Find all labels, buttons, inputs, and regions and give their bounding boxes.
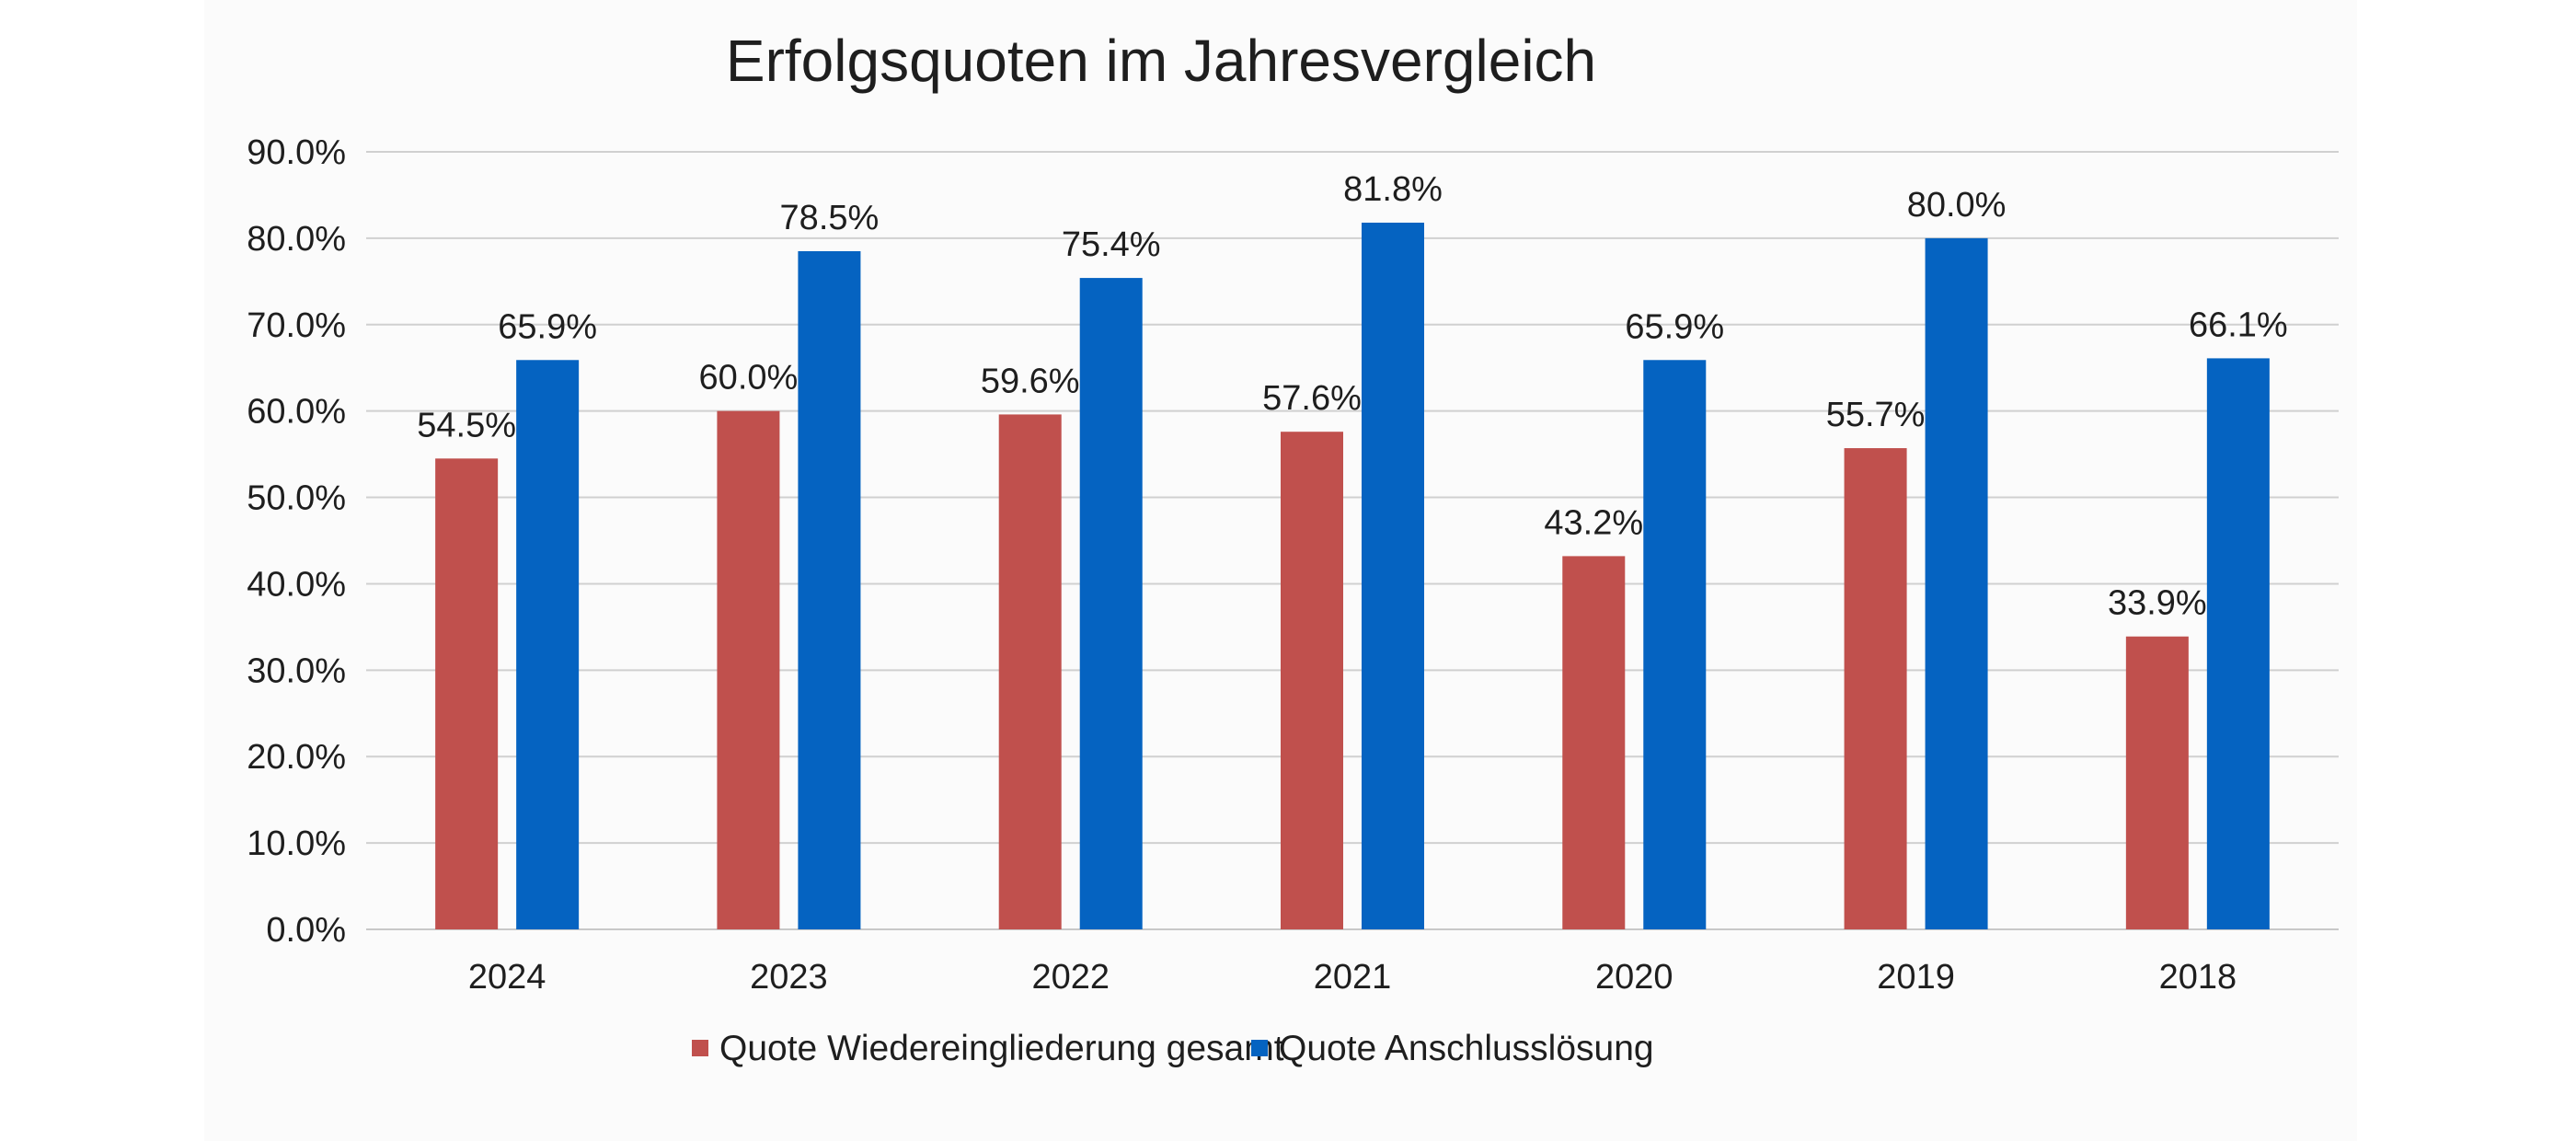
y-tick-label: 0.0% bbox=[266, 911, 346, 950]
data-label: 60.0% bbox=[699, 359, 799, 398]
x-tick-label: 2020 bbox=[1595, 958, 1673, 997]
data-label: 33.9% bbox=[2108, 584, 2207, 623]
x-tick-label: 2022 bbox=[1031, 958, 1110, 997]
data-label: 54.5% bbox=[417, 406, 516, 444]
grid-layer bbox=[366, 151, 2339, 930]
y-tick-label: 90.0% bbox=[247, 133, 346, 172]
y-axis-ticks: 0.0% 10.0% 20.0% 30.0% 40.0% 50.0% 60.0% 70.0% 8… bbox=[247, 133, 346, 950]
y-tick-label: 30.0% bbox=[247, 651, 346, 690]
bar-chart: Erfolgsquoten im Jahresvergleich 0.0% 10.… bbox=[247, 28, 2339, 1068]
data-label: 78.5% bbox=[780, 199, 880, 237]
bar-wiedereingliederung bbox=[1844, 448, 1907, 929]
chart-title: Erfolgsquoten im Jahresvergleich bbox=[726, 28, 1596, 94]
legend-swatch bbox=[1251, 1040, 1268, 1056]
data-label: 59.6% bbox=[981, 362, 1080, 400]
legend-label: Quote Anschlusslösung bbox=[1279, 1029, 1654, 1068]
bar-wiedereingliederung bbox=[435, 458, 499, 929]
y-tick-label: 40.0% bbox=[247, 565, 346, 604]
bar-anschlussloesung bbox=[1362, 222, 1424, 929]
legend-swatch bbox=[692, 1040, 708, 1056]
y-tick-label: 80.0% bbox=[247, 220, 346, 259]
x-axis-ticks: 2024 2023 2022 2021 2020 2019 2018 bbox=[468, 958, 2237, 997]
x-tick-label: 2021 bbox=[1314, 958, 1392, 997]
bar-anschlussloesung bbox=[798, 250, 861, 929]
data-labels: 54.5% 65.9% 60.0% 78.5% 59.6% 75.4% 57.6% 81.8%… bbox=[417, 170, 2287, 623]
bar-anschlussloesung bbox=[1643, 360, 1707, 929]
bar-anschlussloesung bbox=[516, 360, 580, 929]
x-tick-label: 2018 bbox=[2159, 958, 2237, 997]
data-label: 80.0% bbox=[1907, 186, 2007, 225]
bar-wiedereingliederung bbox=[2125, 636, 2189, 929]
bar-anschlussloesung bbox=[1925, 237, 1988, 929]
bar-wiedereingliederung bbox=[998, 414, 1062, 929]
data-label: 65.9% bbox=[1625, 307, 1724, 346]
data-label: 75.4% bbox=[1062, 225, 1161, 264]
data-label: 66.1% bbox=[2189, 305, 2288, 344]
bars bbox=[435, 222, 2270, 930]
y-tick-label: 10.0% bbox=[247, 824, 346, 863]
x-tick-label: 2019 bbox=[1877, 958, 1955, 997]
y-tick-label: 60.0% bbox=[247, 393, 346, 432]
data-label: 65.9% bbox=[498, 307, 597, 346]
bar-wiedereingliederung bbox=[1562, 556, 1626, 929]
legend-label: Quote Wiedereingliederung gesamt bbox=[719, 1029, 1284, 1068]
y-tick-label: 20.0% bbox=[247, 738, 346, 777]
y-tick-label: 70.0% bbox=[247, 306, 346, 345]
data-label: 55.7% bbox=[1826, 396, 1926, 434]
bar-anschlussloesung bbox=[1079, 278, 1143, 930]
x-tick-label: 2023 bbox=[750, 958, 828, 997]
chart-panel: Erfolgsquoten im Jahresvergleich 0.0% 10.… bbox=[204, 0, 2357, 1141]
data-label: 43.2% bbox=[1544, 503, 1643, 542]
y-tick-label: 50.0% bbox=[247, 479, 346, 518]
bar-wiedereingliederung bbox=[717, 410, 780, 930]
bar-wiedereingliederung bbox=[1281, 432, 1343, 929]
data-label: 57.6% bbox=[1262, 379, 1362, 418]
x-tick-label: 2024 bbox=[468, 958, 546, 997]
data-label: 81.8% bbox=[1343, 170, 1443, 209]
bar-anschlussloesung bbox=[2206, 358, 2270, 930]
